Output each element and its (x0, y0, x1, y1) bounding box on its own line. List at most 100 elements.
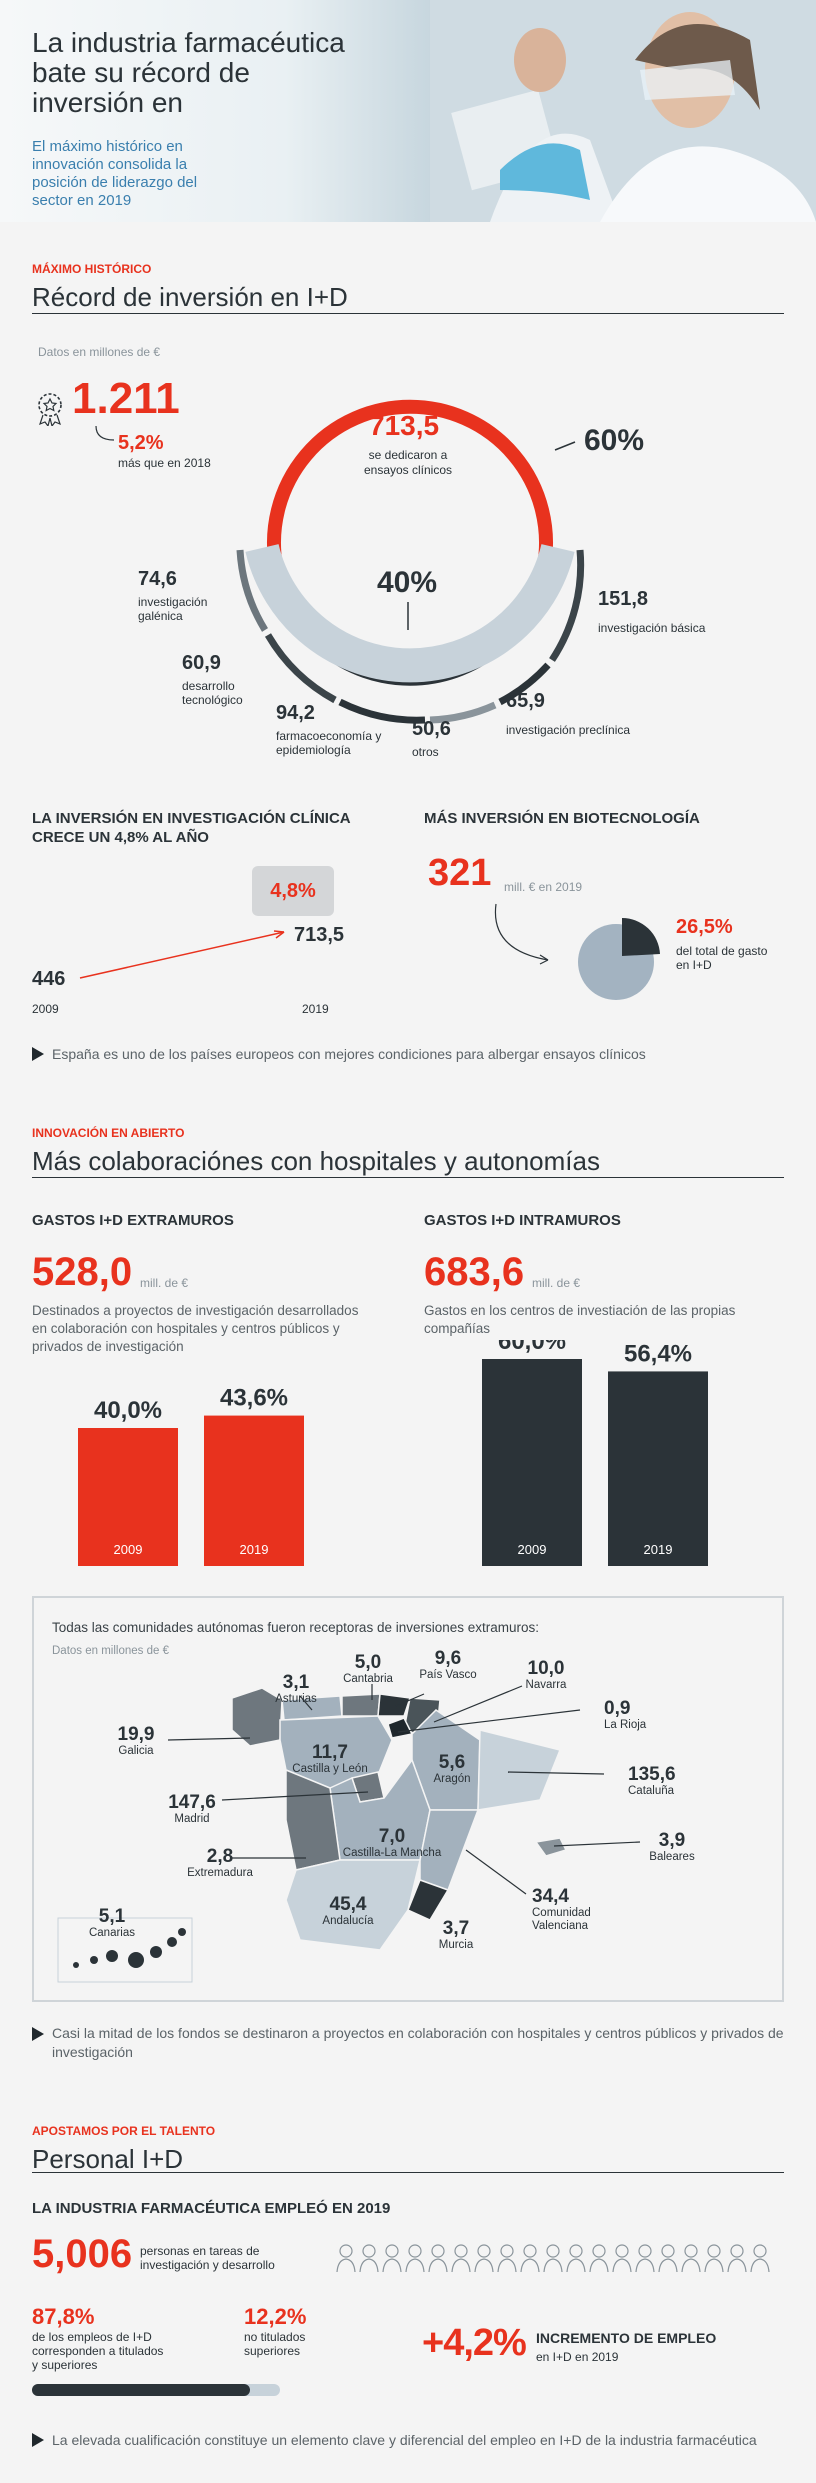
person-icon (405, 2244, 425, 2273)
hero-subtitle: El máximo histórico en innovación consol… (32, 138, 198, 209)
person-icon (359, 2244, 379, 2273)
clinical-text-1: se dedicaron a (368, 448, 448, 462)
bullet-text: La elevada cualificación constituye un e… (52, 2432, 757, 2448)
person-icon (635, 2244, 655, 2273)
bar-value-label: 40,0% (94, 1397, 162, 1424)
clinical-growth-title-2: CRECE UN 4,8% AL AÑO (32, 829, 209, 846)
int-desc: Gastos en los centros de investiación de… (424, 1302, 735, 1338)
growth-badge: 4,8% (252, 866, 334, 916)
person-icon (451, 2244, 471, 2273)
bar-value-label: 60,0% (498, 1340, 566, 1355)
desc-line: en colaboración con hospitales y centros… (32, 1321, 340, 1336)
s4-rule (32, 2172, 784, 2173)
biotech-value: 321 (428, 852, 492, 894)
qualified-text: de los empleos de I+D corresponden a tit… (32, 2330, 163, 2372)
s3-heading: Más colaboraciónes con hospitales y auto… (32, 1146, 600, 1176)
bar-category-label: 2019 (240, 1542, 269, 1557)
qualification-bar-fill (32, 2384, 250, 2396)
s1-units: Datos en millones de € (38, 345, 161, 359)
bar-value-label: 43,6% (220, 1385, 288, 1412)
s2-bullet: España es uno de los países europeos con… (32, 1046, 646, 1062)
from-value: 446 (32, 968, 66, 990)
s3-bullet: Casi la mitad de los fondos se destinaro… (32, 2024, 784, 2062)
desc-line: Destinados a proyectos de investigación … (32, 1303, 359, 1318)
item-value: 50,6 (412, 718, 451, 740)
region-baleares (534, 1837, 568, 1857)
biotech-pie-chart (578, 917, 660, 1000)
person-icon (658, 2244, 678, 2273)
item-label: desarrollo (182, 679, 235, 693)
person-icon (382, 2244, 402, 2273)
to-value: 713,5 (294, 924, 345, 946)
clinical-growth-title-1: LA INVERSIÓN EN INVESTIGACIÓN CLÍNICA (32, 810, 351, 827)
s1-heading: Récord de inversión en I+D (32, 282, 348, 312)
person-icon (727, 2244, 747, 2273)
qualified-pct: 87,8% (32, 2304, 95, 2329)
person-icon (589, 2244, 609, 2273)
ext-title: GASTOS I+D EXTRAMUROS (32, 1212, 234, 1229)
biotech-title: MÁS INVERSIÓN EN BIOTECNOLOGÍA (424, 810, 700, 827)
s3-rule (32, 1177, 784, 1178)
growth-text: más que en 2018 (118, 456, 211, 470)
growth-arrow-icon (94, 424, 118, 449)
biotech-text-2: en I+D (676, 958, 712, 972)
desc-line: privados de investigación (32, 1339, 184, 1354)
region-valencia (419, 1809, 480, 1891)
pct-60: 60% (584, 424, 645, 457)
ext-value: 528,0 (32, 1250, 133, 1294)
bullet-icon (32, 2027, 44, 2041)
person-icon (520, 2244, 540, 2273)
person-icon (497, 2244, 517, 2273)
person-icon (681, 2244, 701, 2273)
item-basica: 151,8 investigación básica (598, 588, 705, 635)
total-investment: 1.211 (72, 374, 180, 423)
to-year: 2019 (302, 1002, 329, 1016)
item-otros: 50,6 otros (412, 718, 451, 759)
s4-sub: LA INDUSTRIA FARMACÉUTICA EMPLEÓ EN 2019 (32, 2200, 391, 2217)
person-icon (566, 2244, 586, 2273)
item-value: 94,2 (276, 702, 315, 724)
bullet-icon (32, 1047, 44, 1061)
people-icons (336, 2244, 770, 2273)
text-line: de los empleos de I+D (32, 2330, 152, 2344)
item-value: 151,8 (598, 588, 649, 610)
s4-kicker: APOSTAMOS POR EL TALENTO (32, 2124, 216, 2138)
badge-value: 4,8% (270, 880, 316, 902)
employment-growth-sub: en I+D en 2019 (536, 2350, 619, 2364)
s1-rule (32, 313, 784, 314)
s4-heading: Personal I+D (32, 2144, 184, 2174)
employment-growth-title: INCREMENTO DE EMPLEO (536, 2330, 717, 2346)
region-asturias (281, 1695, 343, 1721)
item-desarrollo: 60,9 desarrollo tecnológico (182, 652, 243, 707)
qualification-bar-track (32, 2384, 280, 2396)
item-label: investigación (138, 595, 208, 609)
bullet-text: Casi la mitad de los fondos se destinaro… (52, 2025, 784, 2060)
bar-category-label: 2019 (644, 1542, 673, 1557)
int-bar-chart: 60,0% 2009 56,4% 2019 (482, 1340, 708, 1566)
person-icon (428, 2244, 448, 2273)
bullet-icon (32, 2433, 44, 2447)
growth-pct: 5,2% (118, 432, 164, 454)
text-line: y superiores (32, 2358, 98, 2372)
person-icon (474, 2244, 494, 2273)
person-icon (704, 2244, 724, 2273)
region-pais-vasco (377, 1693, 411, 1717)
people-text-1: personas en tareas de (140, 2244, 260, 2258)
hero-title: La industria farmacéutica bate su récord… (32, 27, 345, 118)
item-farmacoeconomia: 94,2 farmacoeconomía y epidemiología (276, 702, 381, 757)
int-units: mill. de € (532, 1276, 581, 1290)
bar-category-label: 2009 (518, 1542, 547, 1557)
bar (204, 1415, 304, 1566)
item-preclinica: 65,9 investigación preclínica (506, 690, 630, 737)
desc-line: Gastos en los centros de investiación de… (424, 1303, 736, 1318)
item-value: 60,9 (182, 652, 221, 674)
bar-category-label: 2009 (114, 1542, 143, 1557)
item-label: investigación preclínica (506, 723, 631, 737)
map-intro: Todas las comunidades autónomas fueron r… (52, 1620, 540, 1635)
desc-line: compañías (424, 1321, 491, 1336)
growth-arrow (79, 930, 285, 979)
item-label: tecnológico (182, 693, 243, 707)
people-value: 5,006 (32, 2232, 133, 2276)
region-andalucia (285, 1859, 421, 1951)
from-year: 2009 (32, 1002, 59, 1016)
